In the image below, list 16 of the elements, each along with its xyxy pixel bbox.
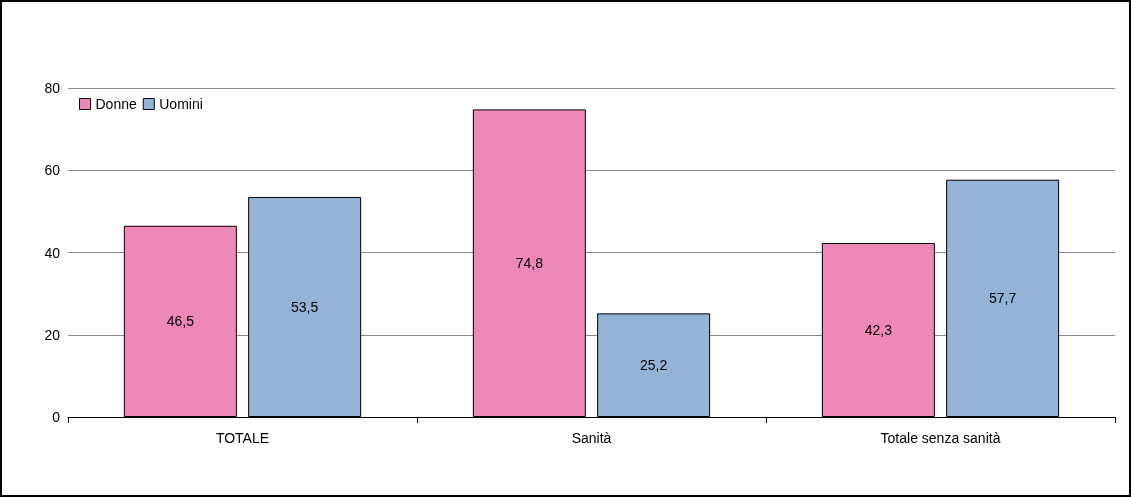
y-tick-label: 0 xyxy=(52,409,61,425)
data-label: 42,3 xyxy=(864,322,893,339)
data-label: 74,8 xyxy=(515,255,544,272)
data-label: 53,5 xyxy=(291,298,319,315)
y-tick-label: 20 xyxy=(44,326,61,343)
data-label: 57,7 xyxy=(989,290,1017,307)
x-tick-label: Sanità xyxy=(571,430,612,446)
legend-label: Uomini xyxy=(159,96,203,112)
y-tick-label: 80 xyxy=(44,80,61,96)
x-tick-label: TOTALE xyxy=(215,430,270,446)
data-label: 25,2 xyxy=(640,357,668,374)
y-tick-label: 60 xyxy=(44,162,61,179)
data-label: 46,5 xyxy=(166,313,195,330)
legend-label: Donne xyxy=(95,96,137,112)
y-tick-label: 40 xyxy=(44,244,61,261)
x-tick-label: Totale senza sanità xyxy=(880,430,1001,446)
